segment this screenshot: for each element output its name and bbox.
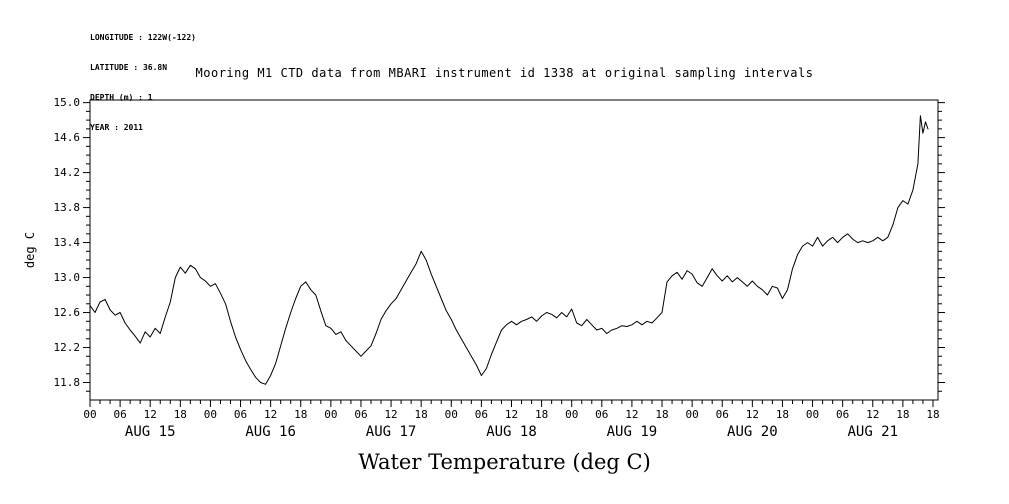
x-tick-label: 00: [324, 408, 337, 421]
x-tick-label: 18: [776, 408, 789, 421]
x-tick-label: 06: [354, 408, 367, 421]
x-tick-label: 18: [655, 408, 668, 421]
x-tick-label: 00: [565, 408, 578, 421]
x-tick-label: 12: [384, 408, 397, 421]
day-label: AUG 17: [366, 424, 417, 440]
x-tick-label: 06: [836, 408, 849, 421]
day-label: AUG 15: [125, 424, 176, 440]
day-label: AUG 21: [847, 424, 898, 440]
y-tick-label: 15.0: [54, 96, 81, 109]
y-tick-label: 12.6: [54, 306, 81, 319]
temperature-line: [89, 115, 929, 385]
y-tick-label: 13.4: [54, 236, 81, 249]
x-tick-label: 12: [505, 408, 518, 421]
x-tick-label: 12: [264, 408, 277, 421]
x-tick-label: 00: [445, 408, 458, 421]
chart-caption: Water Temperature (deg C): [358, 450, 651, 474]
x-tick-label: 12: [866, 408, 879, 421]
day-label: AUG 16: [245, 424, 296, 440]
chart-title: Mooring M1 CTD data from MBARI instrumen…: [195, 66, 814, 80]
x-tick-label: 18: [926, 408, 939, 421]
y-tick-label: 12.2: [54, 341, 81, 354]
x-tick-label: 00: [686, 408, 699, 421]
x-tick-label: 18: [896, 408, 909, 421]
metadata-latitude: LATITUDE : 36.8N: [90, 63, 168, 72]
x-tick-label: 06: [595, 408, 608, 421]
x-tick-label: 06: [234, 408, 247, 421]
x-tick-label: 00: [806, 408, 819, 421]
plot-frame: [89, 99, 939, 401]
x-tick-label: 18: [174, 408, 187, 421]
metadata-block: LONGITUDE : 122W(-122) LATITUDE : 36.8N …: [90, 13, 196, 153]
x-tick-label: 18: [415, 408, 428, 421]
x-tick-label: 06: [113, 408, 126, 421]
x-tick-label: 18: [294, 408, 307, 421]
x-tick-label: 00: [204, 408, 217, 421]
metadata-longitude: LONGITUDE : 122W(-122): [90, 33, 196, 42]
x-tick-label: 06: [475, 408, 488, 421]
metadata-depth: DEPTH (m) : 1: [90, 93, 153, 102]
y-tick-label: 11.8: [54, 376, 81, 389]
x-tick-label: 12: [625, 408, 638, 421]
day-label: AUG 18: [486, 424, 537, 440]
day-label: AUG 19: [607, 424, 658, 440]
y-tick-label: 14.6: [54, 131, 81, 144]
x-tick-label: 06: [716, 408, 729, 421]
y-tick-label: 13.0: [54, 271, 81, 284]
x-tick-label: 18: [535, 408, 548, 421]
metadata-year: YEAR : 2011: [90, 123, 143, 132]
x-tick-label: 12: [144, 408, 157, 421]
day-label: AUG 20: [727, 424, 778, 440]
x-tick-label: 00: [83, 408, 96, 421]
y-tick-label: 14.2: [54, 166, 81, 179]
x-tick-label: 12: [746, 408, 759, 421]
y-tick-label: 13.8: [54, 201, 81, 214]
